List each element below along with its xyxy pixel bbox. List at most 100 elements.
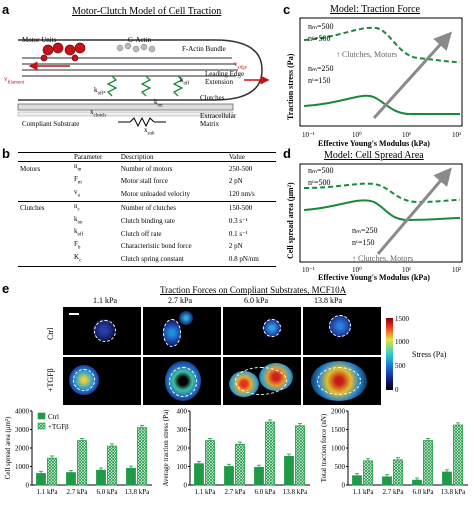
y-axis-label: Average traction stress (Pa) (162, 409, 170, 487)
bar-charts-row: 0 1000 2000 3000 4000 Cell spread area (μm²) 1… (0, 405, 474, 509)
label-motor-units: Motor Units (22, 36, 57, 44)
chart-c-xtick-0: 10⁻¹ (302, 131, 315, 139)
panel-c-ylabel: Traction stress (Pa) (286, 53, 295, 120)
clutch-springs (106, 75, 184, 97)
legend-label: +TGFβ (48, 423, 69, 431)
bar (393, 459, 403, 486)
colorbar (386, 318, 393, 390)
col-label-2: 6.0 kPa (244, 296, 268, 305)
panel-d-title: Model: Cell Spread Area (324, 150, 424, 161)
table-row: koff Clutch off rate 0.1 s⁻¹ (74, 227, 248, 238)
x-tick-label: 13.8 kPa (441, 488, 466, 496)
y-tick-label: 2000 (15, 445, 30, 453)
chart-d-series-dashed (303, 182, 461, 204)
y-tick-label: 100 (177, 463, 188, 471)
x-tick-label: 13.8 kPa (125, 488, 150, 496)
label-extension: Extension (205, 78, 233, 86)
bar (66, 472, 76, 486)
bar (453, 424, 463, 486)
y-tick-label: 0 (342, 482, 346, 490)
chart-d-xtick-0: 10⁻¹ (302, 266, 315, 274)
panel-label-a: a (2, 2, 10, 17)
y-tick-label: 400 (177, 408, 188, 416)
y-tick-label: 500 (335, 463, 346, 471)
chart-c-xlabel: Effective Young's Modulus (kPa) (318, 139, 430, 148)
bar (107, 445, 117, 486)
bar (137, 427, 147, 486)
bar (284, 455, 294, 486)
y-tick-label: 0 (184, 482, 188, 490)
chart-d-xlabel: Effective Young's Modulus (kPa) (318, 273, 430, 282)
cell-membrane (18, 39, 263, 101)
y-tick-label: 0 (26, 482, 30, 490)
chart-c-label-solid-1: nₘ=250 (308, 64, 334, 73)
y-axis-label: Cell spread area (μm²) (4, 416, 12, 479)
table-row: Fm Motor stall force 2 pN (74, 175, 243, 186)
legend-swatch (37, 422, 46, 430)
panel-label-e: e (2, 281, 10, 296)
x-tick-label: 6.0 kPa (255, 488, 277, 496)
chart-d-label-dashed-2: nᶜ=500 (308, 178, 331, 187)
chart-d-annotation: ↑ Clutches, Motors (352, 254, 414, 263)
motor-clutch-schematic (17, 39, 270, 128)
header-description: Description (120, 153, 154, 161)
label-clutches: Clutches (200, 94, 225, 102)
x-tick-label: 6.0 kPa (97, 488, 119, 496)
table-row: Fb Characteristic bond force 2 pN (74, 240, 243, 251)
chart-d-gray-arrow (376, 167, 452, 255)
chart-c-label-solid-2: nᶜ=150 (308, 76, 331, 85)
bar (265, 421, 275, 486)
traction-image (143, 357, 221, 405)
x-tick-label: 1.1 kPa (37, 488, 59, 496)
colorbar-tick-0: 0 (395, 386, 399, 394)
label-compliant-substrate: Compliant Substrate (22, 120, 80, 128)
header-value: Value (228, 153, 245, 161)
bar (423, 440, 433, 486)
bar (382, 476, 392, 486)
table-row: Kc Clutch spring constant 0.8 pN/nm (18, 253, 276, 267)
motor-units (40, 42, 86, 62)
bar (412, 479, 422, 486)
y-tick-label: 1000 (15, 463, 30, 471)
chart-d-xtick-1: 10⁰ (352, 266, 362, 274)
colorbar-tick-1000: 1000 (395, 338, 409, 346)
traction-image (63, 357, 141, 405)
label-v-filament: vfilament (4, 75, 25, 86)
bar (254, 467, 264, 486)
chart-c-xtick-3: 10² (452, 131, 462, 139)
panel-e-title: Traction Forces on Compliant Substrates,… (160, 285, 347, 295)
x-tick-label: 2.7 kPa (225, 488, 247, 496)
label-f-actin-bundle: F-Actin Bundle (182, 45, 226, 53)
y-tick-label: 4000 (15, 408, 30, 416)
chart-d-label-solid-2: nᶜ=150 (352, 238, 375, 247)
chart-c-frame (299, 17, 463, 127)
row-label-wrap-0: Ctrl (46, 318, 56, 348)
chart-c-xtick-1: 10⁰ (352, 131, 362, 139)
bar (47, 457, 57, 486)
label-kon: kon (154, 98, 163, 109)
colorbar-tick-1500: 1500 (395, 315, 409, 323)
bar (442, 471, 452, 486)
y-tick-label: 300 (177, 426, 188, 434)
chart-c-label-dashed-1: nₘ=500 (308, 22, 334, 31)
label-leading-edge: Leading Edge (205, 70, 245, 78)
bar (205, 440, 215, 486)
traction-image (63, 307, 141, 355)
bar (194, 463, 204, 486)
x-tick-label: 1.1 kPa (195, 488, 217, 496)
chart-d-xtick-3: 10² (452, 266, 462, 274)
label-koff-star: koff* (94, 86, 106, 97)
x-tick-label: 2.7 kPa (383, 488, 405, 496)
g-actin-monomers (116, 42, 156, 53)
panel-label-c: c (283, 2, 291, 17)
row-label-wrap-1: +TGFβ (46, 362, 56, 392)
bar (235, 443, 245, 486)
colorbar-tick-500: 500 (395, 362, 406, 370)
bar (363, 460, 373, 486)
y-tick-label: 1500 (331, 426, 346, 434)
bar (36, 473, 46, 486)
traction-image (223, 357, 301, 405)
y-tick-label: 3000 (15, 426, 30, 434)
parameter-table: Parameter Description Value Motors nm Nu… (18, 152, 278, 267)
group-clutches: Clutches (20, 203, 45, 212)
